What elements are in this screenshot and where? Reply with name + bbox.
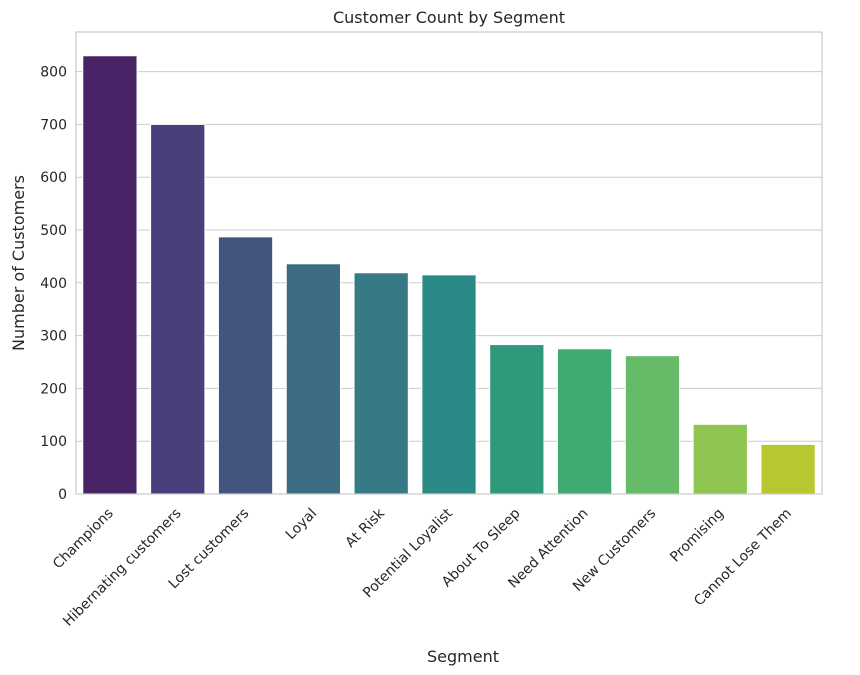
x-tick-label: At Risk [343,505,389,551]
chart-bars [82,55,816,495]
bar-promising [692,423,748,495]
y-tick-label: 300 [40,329,67,345]
x-tick-label: Champions [50,506,117,573]
y-tick-label: 200 [40,381,67,397]
bar-need-attention [557,348,613,495]
y-tick-label: 500 [40,223,67,239]
y-tick-label: 100 [40,434,67,450]
x-axis-label: Segment [427,647,499,666]
bar-about-to-sleep [489,344,545,495]
x-tick-label: Promising [667,506,727,566]
y-axis-ticks: 0 100 200 300 400 500 600 700 800 [40,65,67,503]
bar-hibernating-customers [150,123,206,495]
chart-title: Customer Count by Segment [333,8,565,27]
y-tick-label: 700 [40,117,67,133]
bar-cannot-lose-them [760,443,816,495]
bar-potential-loyalist [421,274,477,495]
x-tick-label: Loyal [283,506,320,543]
y-tick-label: 800 [40,65,67,81]
y-tick-label: 400 [40,276,67,292]
plot-frame [75,31,823,495]
bar-new-customers [624,355,681,495]
x-tick-label: Hibernating customers [60,506,184,630]
bar-at-risk [353,272,409,495]
bar-loyal [285,263,341,495]
y-axis-label: Number of Customers [9,175,28,351]
y-tick-label: 600 [40,170,67,186]
bar-champions [82,55,138,495]
bar-lost-customers [217,236,274,495]
y-tick-label: 0 [58,487,67,503]
